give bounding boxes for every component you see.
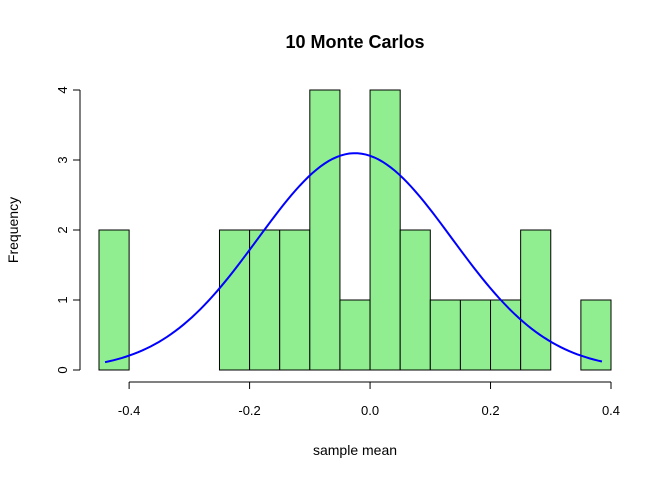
histogram-bar — [459, 299, 492, 371]
histogram-bar — [490, 299, 522, 371]
x-tick-label: 0.4 — [602, 403, 620, 418]
y-tick-label: 1 — [55, 296, 70, 303]
histogram-bars — [98, 89, 612, 371]
histogram-bar — [98, 229, 130, 371]
histogram-bar — [339, 299, 371, 371]
histogram-bar — [218, 229, 251, 371]
y-axis-label: Frequency — [5, 197, 21, 263]
histogram-bar — [309, 89, 341, 371]
histogram-bar — [399, 229, 431, 371]
x-axis: -0.4 -0.2 0.0 0.2 0.4 — [118, 381, 620, 418]
x-tick-label: 0.2 — [481, 403, 499, 418]
y-tick-label: 4 — [55, 86, 70, 93]
normal-density-curve — [104, 152, 603, 364]
histogram-bar — [580, 299, 612, 371]
y-axis: 0 1 2 3 4 — [55, 86, 81, 374]
y-tick-label: 0 — [55, 366, 70, 373]
y-tick-label: 2 — [55, 226, 70, 233]
histogram-bar — [369, 89, 401, 371]
chart-title: 10 Monte Carlos — [285, 32, 424, 52]
x-tick-label: -0.2 — [238, 403, 260, 418]
x-tick-label: -0.4 — [118, 403, 140, 418]
histogram-bar — [520, 229, 552, 371]
histogram-bar — [279, 229, 311, 371]
x-axis-label: sample mean — [313, 442, 397, 458]
y-tick-label: 3 — [55, 156, 70, 163]
x-tick-label: 0.0 — [361, 403, 379, 418]
histogram-bar — [429, 299, 461, 371]
histogram-bar — [249, 229, 281, 371]
